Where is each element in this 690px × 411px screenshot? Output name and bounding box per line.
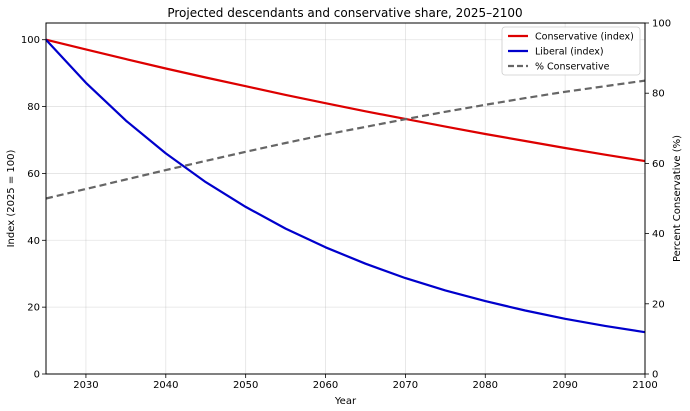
y-axis-left-label: Index (2025 = 100) bbox=[6, 150, 17, 248]
y-right-tick-label: 20 bbox=[652, 299, 665, 310]
x-axis: 2030 2040 2050 2060 2070 2080 2090 2100 bbox=[73, 374, 658, 391]
x-tick-label: 2040 bbox=[153, 380, 178, 391]
legend: Conservative (index) Liberal (index) % Con… bbox=[501, 26, 641, 76]
series-layer bbox=[45, 38, 646, 334]
y-left-tick-label: 0 bbox=[34, 370, 40, 381]
x-tick-label: 2060 bbox=[313, 380, 338, 391]
y-left-tick-label: 100 bbox=[21, 35, 40, 46]
grid bbox=[46, 23, 646, 375]
legend-label-liberal-index: Liberal (index) bbox=[535, 47, 604, 58]
x-tick-label: 2030 bbox=[73, 380, 98, 391]
x-tick-label: 2070 bbox=[393, 380, 418, 391]
x-tick-label: 2080 bbox=[473, 380, 498, 391]
x-tick-label: 2090 bbox=[552, 380, 577, 391]
y-axis-right: 0 20 40 60 80 100 bbox=[645, 19, 671, 381]
x-tick-label: 2100 bbox=[632, 380, 657, 391]
chart-title: Projected descendants and conservative s… bbox=[167, 6, 522, 20]
x-tick-label: 2050 bbox=[233, 380, 258, 391]
series-line-conservative bbox=[45, 79, 646, 200]
y-right-tick-label: 40 bbox=[652, 229, 665, 240]
legend-label-conservative-index: Conservative (index) bbox=[535, 32, 634, 43]
y-right-tick-label: 80 bbox=[652, 89, 665, 100]
y-right-tick-label: 0 bbox=[652, 370, 658, 381]
y-right-tick-label: 60 bbox=[652, 159, 665, 170]
legend-label-conservative: % Conservative bbox=[535, 62, 610, 73]
y-left-tick-label: 20 bbox=[27, 303, 40, 314]
y-axis-right-label: Percent Conservative (%) bbox=[672, 135, 683, 262]
series-line-liberal-index bbox=[45, 38, 646, 334]
legend-box bbox=[501, 26, 641, 76]
plot-frame bbox=[45, 22, 646, 375]
series-line-conservative-index bbox=[45, 38, 646, 163]
y-right-tick-label: 100 bbox=[652, 19, 671, 30]
y-axis-left: 0 20 40 60 80 100 bbox=[21, 35, 46, 381]
y-left-tick-label: 60 bbox=[27, 169, 40, 180]
x-axis-label: Year bbox=[334, 396, 357, 407]
y-left-tick-label: 80 bbox=[27, 102, 40, 113]
y-left-tick-label: 40 bbox=[27, 236, 40, 247]
